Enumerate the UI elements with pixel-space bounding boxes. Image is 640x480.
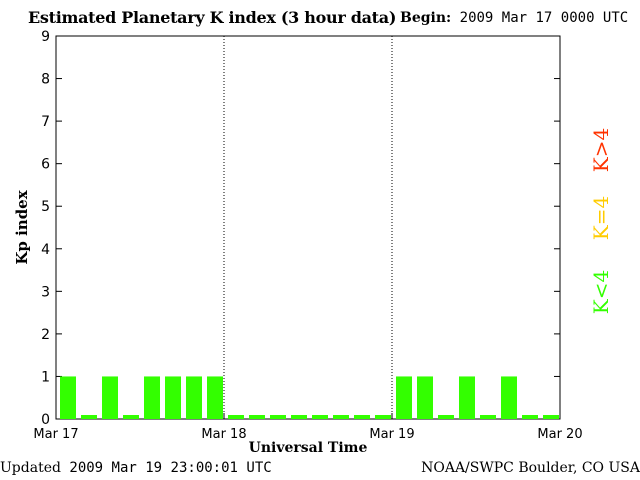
kp-bar xyxy=(249,415,265,419)
y-axis-label: Kp index xyxy=(13,189,31,264)
plot-area xyxy=(55,35,561,420)
x-axis-label: Universal Time xyxy=(249,440,368,456)
kp-bar xyxy=(144,376,160,419)
y-tick-label: 2 xyxy=(41,327,50,343)
kp-bar xyxy=(102,376,118,419)
kp-bar xyxy=(228,415,244,419)
x-tick-label: Mar 19 xyxy=(369,427,414,442)
x-tick-label: Mar 18 xyxy=(201,427,246,442)
kp-bar xyxy=(501,376,517,419)
y-tick-label: 6 xyxy=(41,157,50,173)
begin-label: Begin: xyxy=(400,10,452,26)
kp-bar xyxy=(123,415,139,419)
y-tick-label: 5 xyxy=(41,199,50,215)
begin-value: 2009 Mar 17 0000 UTC xyxy=(459,10,629,26)
legend-item: K=4 xyxy=(589,196,613,240)
source-credit: NOAA/SWPC Boulder, CO USA xyxy=(421,460,640,476)
kp-bar xyxy=(291,415,307,419)
legend-item: K<4 xyxy=(589,270,613,314)
kp-bar xyxy=(270,415,286,419)
chart-title: Estimated Planetary K index (3 hour data… xyxy=(28,8,397,27)
x-tick-label: Mar 20 xyxy=(537,427,582,442)
kp-bar xyxy=(165,376,181,419)
kp-bar xyxy=(354,415,370,419)
kp-bar xyxy=(333,415,349,419)
begin-time: Begin: 2009 Mar 17 0000 UTC xyxy=(400,10,628,26)
kp-bar xyxy=(396,376,412,419)
y-tick-label: 9 xyxy=(41,29,50,45)
kp-bar xyxy=(81,415,97,419)
kp-bar xyxy=(312,415,328,419)
y-tick-label: 4 xyxy=(41,242,50,258)
kp-bar xyxy=(417,376,433,419)
kp-bar xyxy=(480,415,496,419)
updated-label: Updated xyxy=(0,460,61,476)
kp-bar xyxy=(207,376,223,419)
kp-bar xyxy=(459,376,475,419)
kp-bar xyxy=(186,376,202,419)
kp-bar xyxy=(438,415,454,419)
y-tick-label: 7 xyxy=(41,114,50,130)
kp-bar xyxy=(375,415,391,419)
kp-bar xyxy=(60,376,76,419)
updated-value: 2009 Mar 19 23:00:01 UTC xyxy=(69,460,272,476)
kp-bar xyxy=(522,415,538,419)
y-tick-label: 8 xyxy=(41,72,50,88)
y-tick-label: 1 xyxy=(41,369,50,385)
y-tick-label: 0 xyxy=(41,412,50,428)
x-tick-label: Mar 17 xyxy=(33,427,78,442)
legend-item: K>4 xyxy=(589,128,613,172)
kp-bar xyxy=(543,415,559,419)
updated-info: Updated 2009 Mar 19 23:00:01 UTC xyxy=(0,460,272,476)
y-tick-label: 3 xyxy=(41,284,50,300)
